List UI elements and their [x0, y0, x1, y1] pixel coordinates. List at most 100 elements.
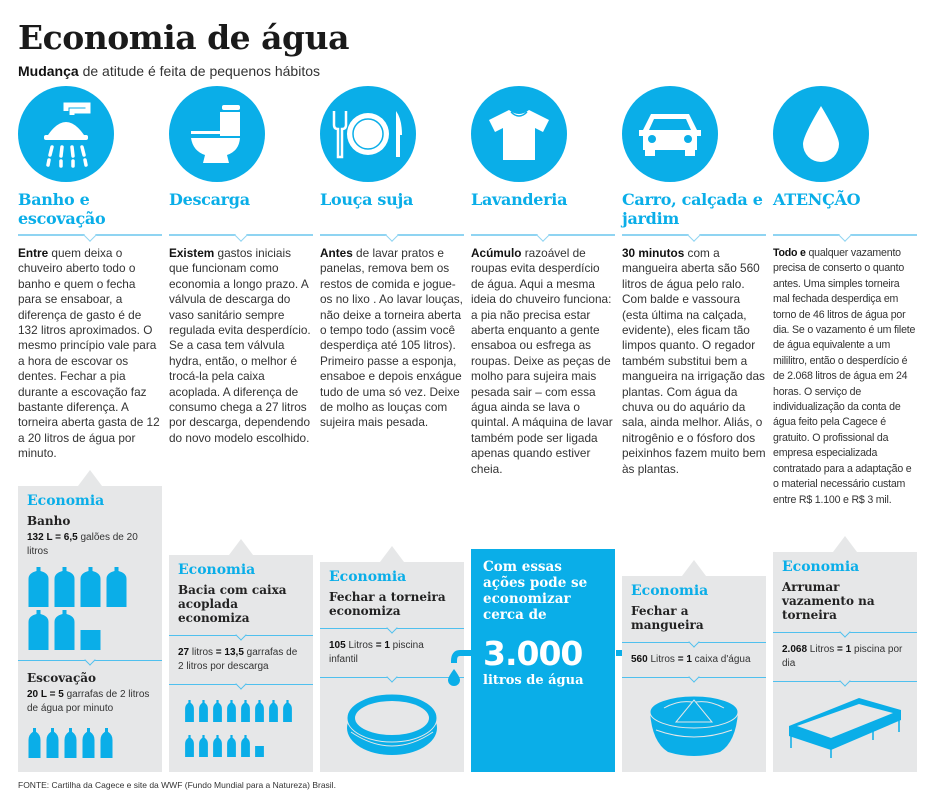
divider	[622, 641, 766, 643]
column-title-banho: Banho e escovação	[18, 190, 106, 228]
equation-bold: 20 L = 5	[27, 688, 64, 700]
column-banho: Banho e escovação Entre quem deixa o chu…	[18, 190, 162, 772]
car-icon	[622, 86, 718, 182]
bottle-icon	[199, 734, 208, 757]
gallon-icons	[27, 566, 153, 650]
box-equation: 20 L = 5 garrafas de 2 litros de água po…	[27, 688, 153, 716]
subtitle-bold: Mudança	[18, 63, 79, 79]
bottle-icon	[213, 734, 222, 757]
lead: Acúmulo	[471, 246, 522, 260]
box-subtitle: Banho	[27, 513, 71, 528]
equation-bold: 132 L = 6,5	[27, 531, 78, 543]
bottle-icons	[178, 695, 304, 762]
divider	[320, 234, 464, 236]
economy-label: Economia	[178, 561, 256, 578]
text: gastos iniciais que funcionam como econo…	[169, 246, 311, 445]
column-title-louca: Louça suja	[320, 190, 414, 209]
column-carro: Carro, calçada e jardim 30 minutos com a…	[622, 190, 766, 772]
text: quem deixa o chuveiro aberto todo o banh…	[18, 246, 160, 461]
page-title: Economia de água	[18, 18, 349, 57]
bottle-icon	[185, 699, 194, 722]
subtitle-text: de atitude é feita de pequenos hábitos	[78, 63, 320, 79]
divider	[18, 234, 162, 236]
gallon-icon	[28, 609, 49, 650]
total-lead: Com essas ações pode se economizar cerca…	[483, 558, 588, 623]
equation-text: caixa d'água	[691, 653, 751, 665]
bottle-icon	[64, 727, 77, 758]
column-body-descarga: Existem gastos iniciais que funcionam co…	[169, 246, 313, 446]
column-body-banho: Entre quem deixa o chuveiro aberto todo …	[18, 246, 162, 462]
columns: Banho e escovação Entre quem deixa o chu…	[18, 190, 924, 772]
divider	[320, 676, 464, 678]
icon-row	[18, 86, 924, 182]
bottle-partial-icon	[255, 745, 264, 757]
equation-text: garrafas de 2 litros por descarga	[178, 646, 298, 672]
text: com a mangueira aberta são 560 litros de…	[622, 246, 766, 476]
bottle-icon	[199, 699, 208, 722]
bottle-icon	[100, 727, 113, 758]
column-atencao: ATENÇÃO Todo e qualquer vazamento precis…	[773, 190, 917, 772]
equation-text: galões de 20 litros	[27, 531, 138, 557]
divider	[169, 234, 313, 236]
lead: Todo e	[773, 247, 806, 259]
column-body-atencao: Todo e qualquer vazamento precisa de con…	[773, 246, 917, 508]
bottle-icon	[227, 734, 236, 757]
economy-label: Economia	[631, 582, 709, 599]
economy-label: Economia	[782, 558, 860, 575]
box-equation: 132 L = 6,5 galões de 20 litros	[27, 531, 153, 559]
box-equation: 2.068 Litros = 1 piscina por dia	[782, 643, 908, 671]
box-equation: 27 litros = 13,5 garrafas de 2 litros po…	[178, 646, 304, 674]
total-unit: litros de água	[483, 672, 584, 688]
economy-box-carro: Economia Fechar a mangueira 560 Litros =…	[622, 559, 766, 772]
column-title-descarga: Descarga	[169, 190, 250, 209]
lead: 30 minutos	[622, 246, 685, 260]
bottle-icon	[28, 727, 41, 758]
column-body-carro: 30 minutos com a mangueira aberta são 56…	[622, 246, 766, 477]
water-drop-icon	[773, 86, 869, 182]
bottle-icon	[241, 734, 250, 757]
gallon-icon	[106, 566, 127, 607]
equation-bold: = 1	[375, 639, 390, 651]
equation-bold: 560	[631, 653, 648, 665]
lead: Antes	[320, 246, 353, 260]
divider	[773, 680, 917, 682]
bottle-icon	[227, 699, 236, 722]
equation-bold: = 1	[677, 653, 692, 665]
economy-label: Economia	[27, 492, 105, 509]
kiddie-pool-icon	[346, 693, 438, 755]
bottle-icons	[27, 724, 153, 762]
column-descarga: Descarga Existem gastos iniciais que fun…	[169, 190, 313, 772]
equation-text: piscina por dia	[782, 643, 903, 669]
economy-box-atencao: Economia Arrumar vazamento na torneira 2…	[773, 535, 917, 772]
bottle-icon	[82, 727, 95, 758]
gallon-icon	[54, 609, 75, 650]
divider	[622, 676, 766, 678]
gallon-icon	[54, 566, 75, 607]
column-body-lavanderia: Acúmulo razoável de roupas evita desperd…	[471, 246, 615, 477]
bottle-icon	[283, 699, 292, 722]
bottle-icon	[255, 699, 264, 722]
source-note: FONTE: Cartilha da Cagece e site da WWF …	[18, 779, 336, 790]
equation-bold: = 1	[837, 643, 852, 655]
lead: Entre	[18, 246, 49, 260]
bottle-icon	[269, 699, 278, 722]
tshirt-icon	[471, 86, 567, 182]
equation-text: Litros	[807, 643, 838, 655]
column-title-atencao: ATENÇÃO	[773, 190, 861, 209]
column-title-carro: Carro, calçada e jardim	[622, 190, 763, 228]
total-savings-box: Com essas ações pode se economizar cerca…	[448, 548, 639, 772]
economy-label: Economia	[329, 568, 407, 585]
equation-bold: 27	[178, 646, 190, 658]
water-tank-icon	[649, 695, 739, 756]
column-lavanderia: Lavanderia Acúmulo razoável de roupas ev…	[448, 190, 639, 772]
equation-text: garrafas de 2 litros de água por minuto	[27, 688, 150, 714]
equation-text: litros	[189, 646, 216, 658]
economy-box-descarga: Economia Bacia com caixa acoplada econom…	[169, 538, 313, 772]
subtitle: Mudança de atitude é feita de pequenos h…	[18, 62, 935, 80]
gallon-icon	[80, 566, 101, 607]
divider	[773, 631, 917, 633]
divider	[622, 234, 766, 236]
gallon-partial-icon	[80, 629, 101, 650]
bottle-icon	[213, 699, 222, 722]
pool-icon	[789, 697, 901, 758]
